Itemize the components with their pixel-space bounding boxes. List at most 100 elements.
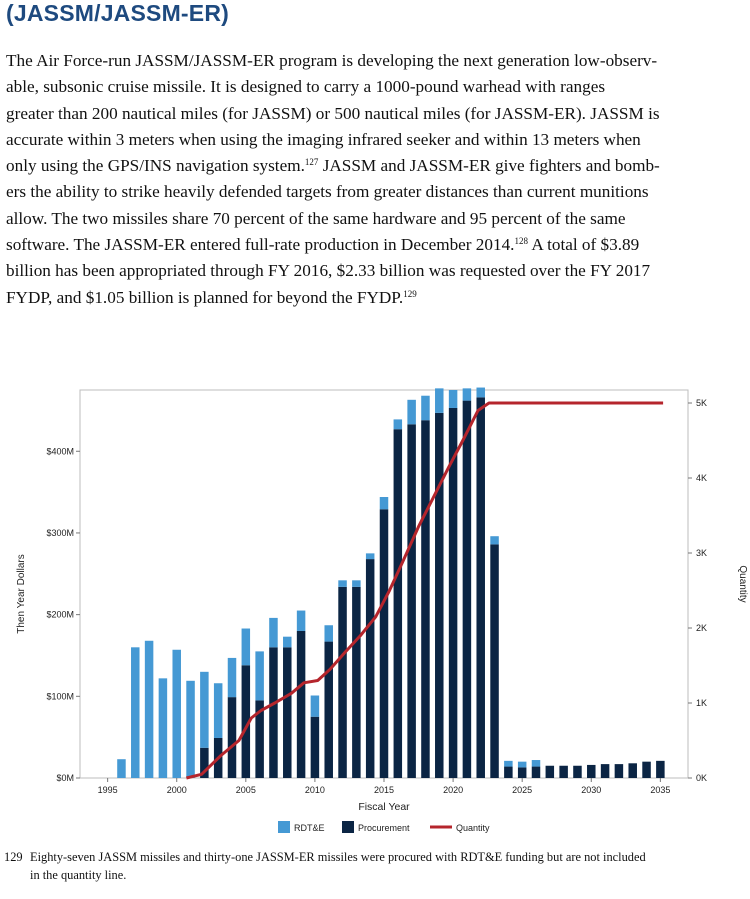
legend-label-rdte: RDT&E (294, 823, 325, 833)
funding-quantity-chart: $0M $100M $200M $300M $400M 0K 1K 2K 3K 4K 5K 1995 2… (16, 387, 748, 833)
y-right-tick-label: 0K (696, 773, 707, 783)
bar-procurement (365, 559, 375, 778)
y-right-tick-label: 4K (696, 473, 707, 483)
bar-rdte (158, 678, 168, 778)
paragraph-line: greater than 200 nautical miles (for JAS… (6, 103, 660, 123)
bar-rdte (338, 580, 347, 587)
paragraph-line: allow. The two missiles share 70 percent… (6, 208, 626, 228)
y-axis-title: Then Year Dollars (16, 554, 27, 634)
bar-procurement (296, 630, 306, 778)
bar-rdte (407, 399, 416, 425)
footnote-text-continued: in the quantity line. (30, 868, 127, 882)
bar-procurement (407, 424, 416, 778)
bar-procurement (255, 700, 264, 778)
bar-procurement (448, 407, 458, 778)
bar-rdte (144, 640, 154, 778)
x-tick-label: 2035 (650, 785, 670, 795)
bar-rdte (531, 760, 541, 767)
bar-procurement (517, 767, 527, 778)
paragraph-line: billion has been appropriated through FY… (6, 261, 651, 281)
footnote-ref: 128 (514, 236, 528, 247)
x-tick-label: 2030 (581, 785, 601, 795)
y-right-tick-label: 2K (696, 623, 707, 633)
paragraph-line: ers the ability to strike heavily defend… (6, 182, 649, 202)
body-paragraph: The Air Force-run JASSM/JASSM-ER program… (6, 48, 750, 311)
y-tick-label: $200M (46, 610, 74, 620)
bar-rdte (283, 636, 292, 648)
footnote-number: 129 (4, 850, 23, 864)
y-tick-label: $100M (46, 691, 74, 701)
bar-rdte (517, 761, 527, 768)
bar-procurement (614, 764, 624, 778)
y-right-tick-label: 5K (696, 398, 707, 408)
bar-procurement (504, 766, 513, 778)
bar-rdte (462, 388, 472, 401)
bar-procurement (545, 765, 555, 778)
bar-procurement (656, 760, 665, 778)
bar-rdte (435, 388, 444, 413)
bar-rdte (117, 759, 126, 778)
bar-procurement (200, 747, 209, 778)
bar-procurement (435, 412, 444, 778)
bar-procurement (324, 641, 333, 778)
bar-rdte (448, 390, 458, 408)
bar-procurement (269, 647, 278, 778)
bar-rdte (172, 649, 181, 778)
bar-procurement (573, 765, 582, 778)
bar-rdte (269, 617, 278, 648)
bar-procurement (490, 544, 499, 778)
x-tick-label: 2010 (305, 785, 325, 795)
bar-procurement (310, 716, 320, 778)
legend-swatch-rdte (278, 821, 290, 833)
footnote-text: Eighty-seven JASSM missiles and thirty-o… (30, 850, 646, 864)
paragraph-line: able, subsonic cruise missile. It is des… (6, 77, 606, 97)
x-tick-label: 2025 (512, 785, 532, 795)
bar-procurement (628, 763, 637, 778)
x-axis-title: Fiscal Year (358, 801, 410, 813)
bar-rdte (352, 580, 361, 587)
bar-rdte (200, 671, 209, 748)
x-tick-label: 2015 (374, 785, 394, 795)
paragraph-line: FYDP, and $1.05 billion is planned for b… (6, 287, 417, 307)
x-tick-label: 1995 (98, 785, 118, 795)
paragraph-line: accurate within 3 meters when using the … (6, 129, 641, 149)
bar-procurement (531, 766, 541, 778)
bar-rdte (476, 387, 485, 398)
x-tick-label: 2020 (443, 785, 463, 795)
bar-rdte (255, 651, 264, 701)
bar-rdte (241, 628, 251, 666)
y-tick-label: $300M (46, 528, 74, 538)
bar-procurement (227, 697, 237, 778)
bar-procurement (283, 647, 292, 778)
bar-procurement (393, 429, 403, 778)
bar-rdte (324, 625, 333, 642)
footnote: 129 Eighty-seven JASSM missiles and thirt… (4, 848, 748, 884)
y-right-axis-title: Quantity (737, 565, 748, 602)
bar-rdte (504, 760, 513, 767)
bar-procurement (379, 509, 389, 778)
legend-label-quantity: Quantity (456, 823, 490, 833)
bar-rdte (393, 419, 403, 430)
bar-procurement (352, 586, 361, 778)
bar-procurement (338, 586, 347, 778)
y-tick-label: $0M (56, 773, 74, 783)
y-right-tick-label: 1K (696, 698, 707, 708)
bar-procurement (476, 397, 485, 778)
bar-procurement (241, 665, 251, 778)
bar-rdte (186, 680, 195, 778)
paragraph-line: The Air Force-run JASSM/JASSM-ER program… (6, 51, 658, 70)
bar-rdte (310, 695, 320, 717)
bar-rdte (213, 683, 223, 738)
legend-swatch-procurement (342, 821, 354, 833)
bar-rdte (490, 536, 499, 545)
bar-procurement (587, 764, 596, 778)
bar-procurement (559, 765, 568, 778)
bar-rdte (131, 647, 140, 778)
legend-label-procurement: Procurement (358, 823, 410, 833)
y-right-tick-label: 3K (696, 548, 707, 558)
x-tick-label: 2005 (236, 785, 256, 795)
paragraph-line: software. The JASSM-ER entered full-rate… (6, 235, 640, 255)
bar-rdte (421, 395, 430, 421)
bar-procurement (642, 761, 651, 778)
bar-procurement (421, 420, 430, 778)
